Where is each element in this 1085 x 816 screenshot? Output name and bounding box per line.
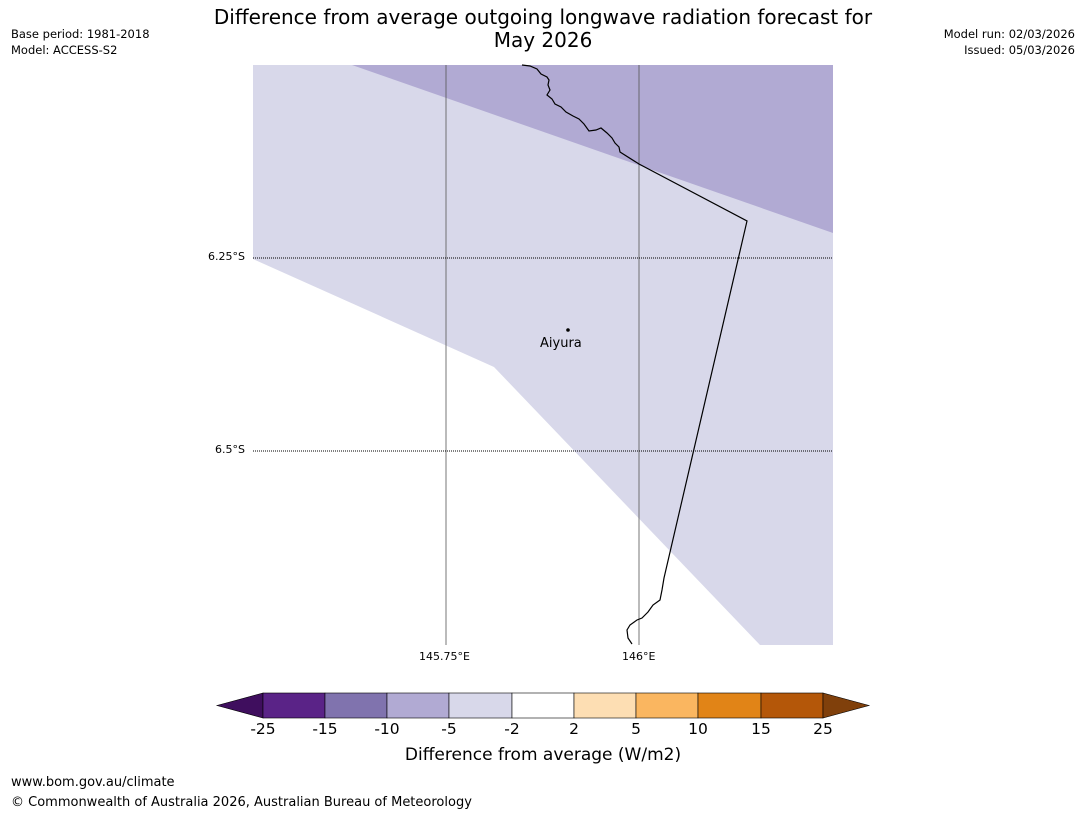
footer-copyright: © Commonwealth of Australia 2026, Austra… [11,795,472,810]
colorbar-tick: -10 [374,720,400,738]
colorbar-tick: -15 [312,720,338,738]
colorbar-label: Difference from average (W/m2) [404,745,682,765]
issued-date: Issued: 05/03/2026 [964,43,1075,57]
colorbar-bin-8 [697,692,762,719]
colorbar-bin-2 [324,692,388,719]
colorbar-bin-5 [511,692,575,719]
model-name: Model: ACCESS-S2 [11,43,118,57]
colorbar-high-extension [822,692,871,719]
colorbar-bin-7 [635,692,699,719]
colorbar-tick: -2 [504,720,520,738]
anomaly-region-neg10-neg5 [352,65,833,233]
lat-label-6-25: 6.25°S [208,250,245,263]
colorbar-tick: -5 [441,720,457,738]
colorbar-tick: 2 [569,720,579,738]
base-period: Base period: 1981-2018 [11,27,150,41]
place-label-aiyura: Aiyura [540,336,582,351]
anomaly-region-neg5-neg2 [253,65,833,645]
colorbar [215,692,871,719]
colorbar-bin-1 [262,692,326,719]
lon-label-146: 146°E [622,650,656,663]
model-run: Model run: 02/03/2026 [943,27,1075,41]
colorbar-tick: 5 [631,720,641,738]
chart-title: Difference from average outgoing longwav… [180,6,906,52]
colorbar-bin-3 [386,692,450,719]
colorbar-bin-6 [573,692,637,719]
colorbar-bin-9 [760,692,824,719]
lat-label-6-5: 6.5°S [215,443,245,456]
title-line-1: Difference from average outgoing longwav… [213,5,873,29]
colorbar-bin-4 [448,692,513,719]
footer-url[interactable]: www.bom.gov.au/climate [11,775,175,790]
meta-right: Model run: 02/03/2026 Issued: 05/03/2026 [944,26,1075,58]
colorbar-tick: 10 [688,720,708,738]
title-line-2: May 2026 [493,28,593,52]
colorbar-low-extension [215,692,264,719]
lon-label-145-75: 145.75°E [419,650,470,663]
colorbar-tick: 15 [751,720,771,738]
aiyura-marker [566,328,570,332]
colorbar-tick: -25 [250,720,276,738]
meta-left: Base period: 1981-2018 Model: ACCESS-S2 [11,26,150,58]
province-border [521,64,748,645]
colorbar-tick: 25 [813,720,833,738]
